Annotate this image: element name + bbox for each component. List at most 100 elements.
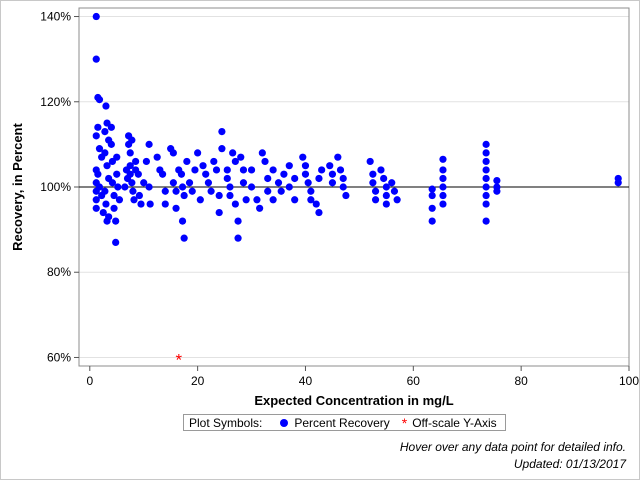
data-point <box>493 187 501 195</box>
data-point <box>231 200 239 208</box>
data-point <box>390 187 399 195</box>
data-point <box>178 183 187 191</box>
data-point <box>253 196 261 204</box>
data-point <box>215 191 223 200</box>
data-point <box>101 127 109 136</box>
data-point <box>614 179 622 187</box>
data-point <box>315 174 323 183</box>
data-point <box>172 187 180 195</box>
data-point <box>237 153 245 161</box>
data-point <box>102 102 110 110</box>
data-point <box>142 157 151 166</box>
data-point <box>382 191 390 200</box>
data-point <box>223 174 231 183</box>
data-point <box>92 12 100 21</box>
data-point <box>145 140 153 148</box>
data-point <box>339 183 347 191</box>
data-point <box>428 185 436 193</box>
data-point <box>336 166 345 174</box>
data-point <box>188 187 196 195</box>
data-point <box>274 179 283 187</box>
data-point <box>103 162 111 170</box>
data-point <box>194 149 202 157</box>
data-point <box>137 200 145 208</box>
data-point <box>180 191 188 200</box>
data-point <box>107 140 115 148</box>
data-point <box>94 170 102 178</box>
data-point <box>94 123 102 131</box>
data-point <box>101 187 109 195</box>
data-point <box>280 170 288 178</box>
data-point <box>482 217 490 225</box>
data-point <box>256 204 264 212</box>
data-point <box>439 183 447 191</box>
data-point <box>110 191 118 200</box>
data-point <box>428 191 436 200</box>
data-point <box>180 234 188 242</box>
data-point <box>371 196 380 204</box>
data-point <box>99 208 107 217</box>
data-point <box>112 238 120 247</box>
data-point <box>312 200 320 208</box>
data-point <box>326 162 334 170</box>
data-point <box>103 217 111 225</box>
data-point <box>264 174 272 183</box>
y-tick-label: 100% <box>40 180 71 194</box>
data-point <box>334 153 342 161</box>
data-point <box>482 157 490 166</box>
data-point <box>380 174 388 183</box>
x-tick-label: 0 <box>86 374 93 388</box>
data-point <box>318 166 326 174</box>
data-point <box>145 183 153 191</box>
data-point <box>482 200 490 208</box>
data-point <box>178 217 187 225</box>
data-point <box>242 196 250 204</box>
data-point <box>153 153 161 161</box>
legend-circle-icon <box>280 418 289 427</box>
data-point <box>169 179 177 187</box>
data-point <box>92 204 100 212</box>
data-point <box>223 166 231 174</box>
legend-title: Plot Symbols: <box>189 415 263 430</box>
data-point <box>128 136 136 144</box>
data-point <box>428 204 436 212</box>
data-point <box>369 170 377 178</box>
updated-date: Updated: 01/13/2017 <box>513 457 626 471</box>
data-point <box>291 174 299 183</box>
data-point <box>269 196 277 204</box>
y-tick-label: 140% <box>40 10 71 24</box>
data-point <box>299 153 307 161</box>
data-point <box>239 166 248 174</box>
data-point <box>126 170 134 178</box>
data-point <box>382 183 390 191</box>
legend-asterisk-icon: * <box>401 414 408 431</box>
data-point <box>269 166 277 174</box>
data-point <box>158 170 167 178</box>
data-point <box>291 196 299 204</box>
data-point <box>439 174 447 183</box>
x-tick-label: 40 <box>299 374 313 388</box>
data-point <box>218 127 226 136</box>
hover-note: Hover over any data point for detailed i… <box>399 440 626 454</box>
data-point <box>285 183 293 191</box>
data-point <box>226 183 234 191</box>
data-point <box>140 179 148 187</box>
x-axis-label: Expected Concentration in mg/L <box>254 393 453 408</box>
data-point <box>107 123 115 131</box>
data-point <box>110 204 118 212</box>
data-point <box>439 191 447 200</box>
data-point <box>247 166 256 174</box>
data-point <box>377 166 385 174</box>
data-point <box>108 179 117 187</box>
data-point <box>239 179 248 187</box>
data-point <box>102 200 110 208</box>
legend-item-percent-recovery: Percent Recovery <box>294 415 390 430</box>
data-point <box>212 166 221 174</box>
data-point <box>92 55 100 63</box>
data-point <box>92 132 100 140</box>
data-point <box>482 174 490 183</box>
data-point <box>161 200 169 208</box>
data-point <box>115 196 124 204</box>
data-point <box>129 187 137 195</box>
data-point <box>382 200 390 208</box>
